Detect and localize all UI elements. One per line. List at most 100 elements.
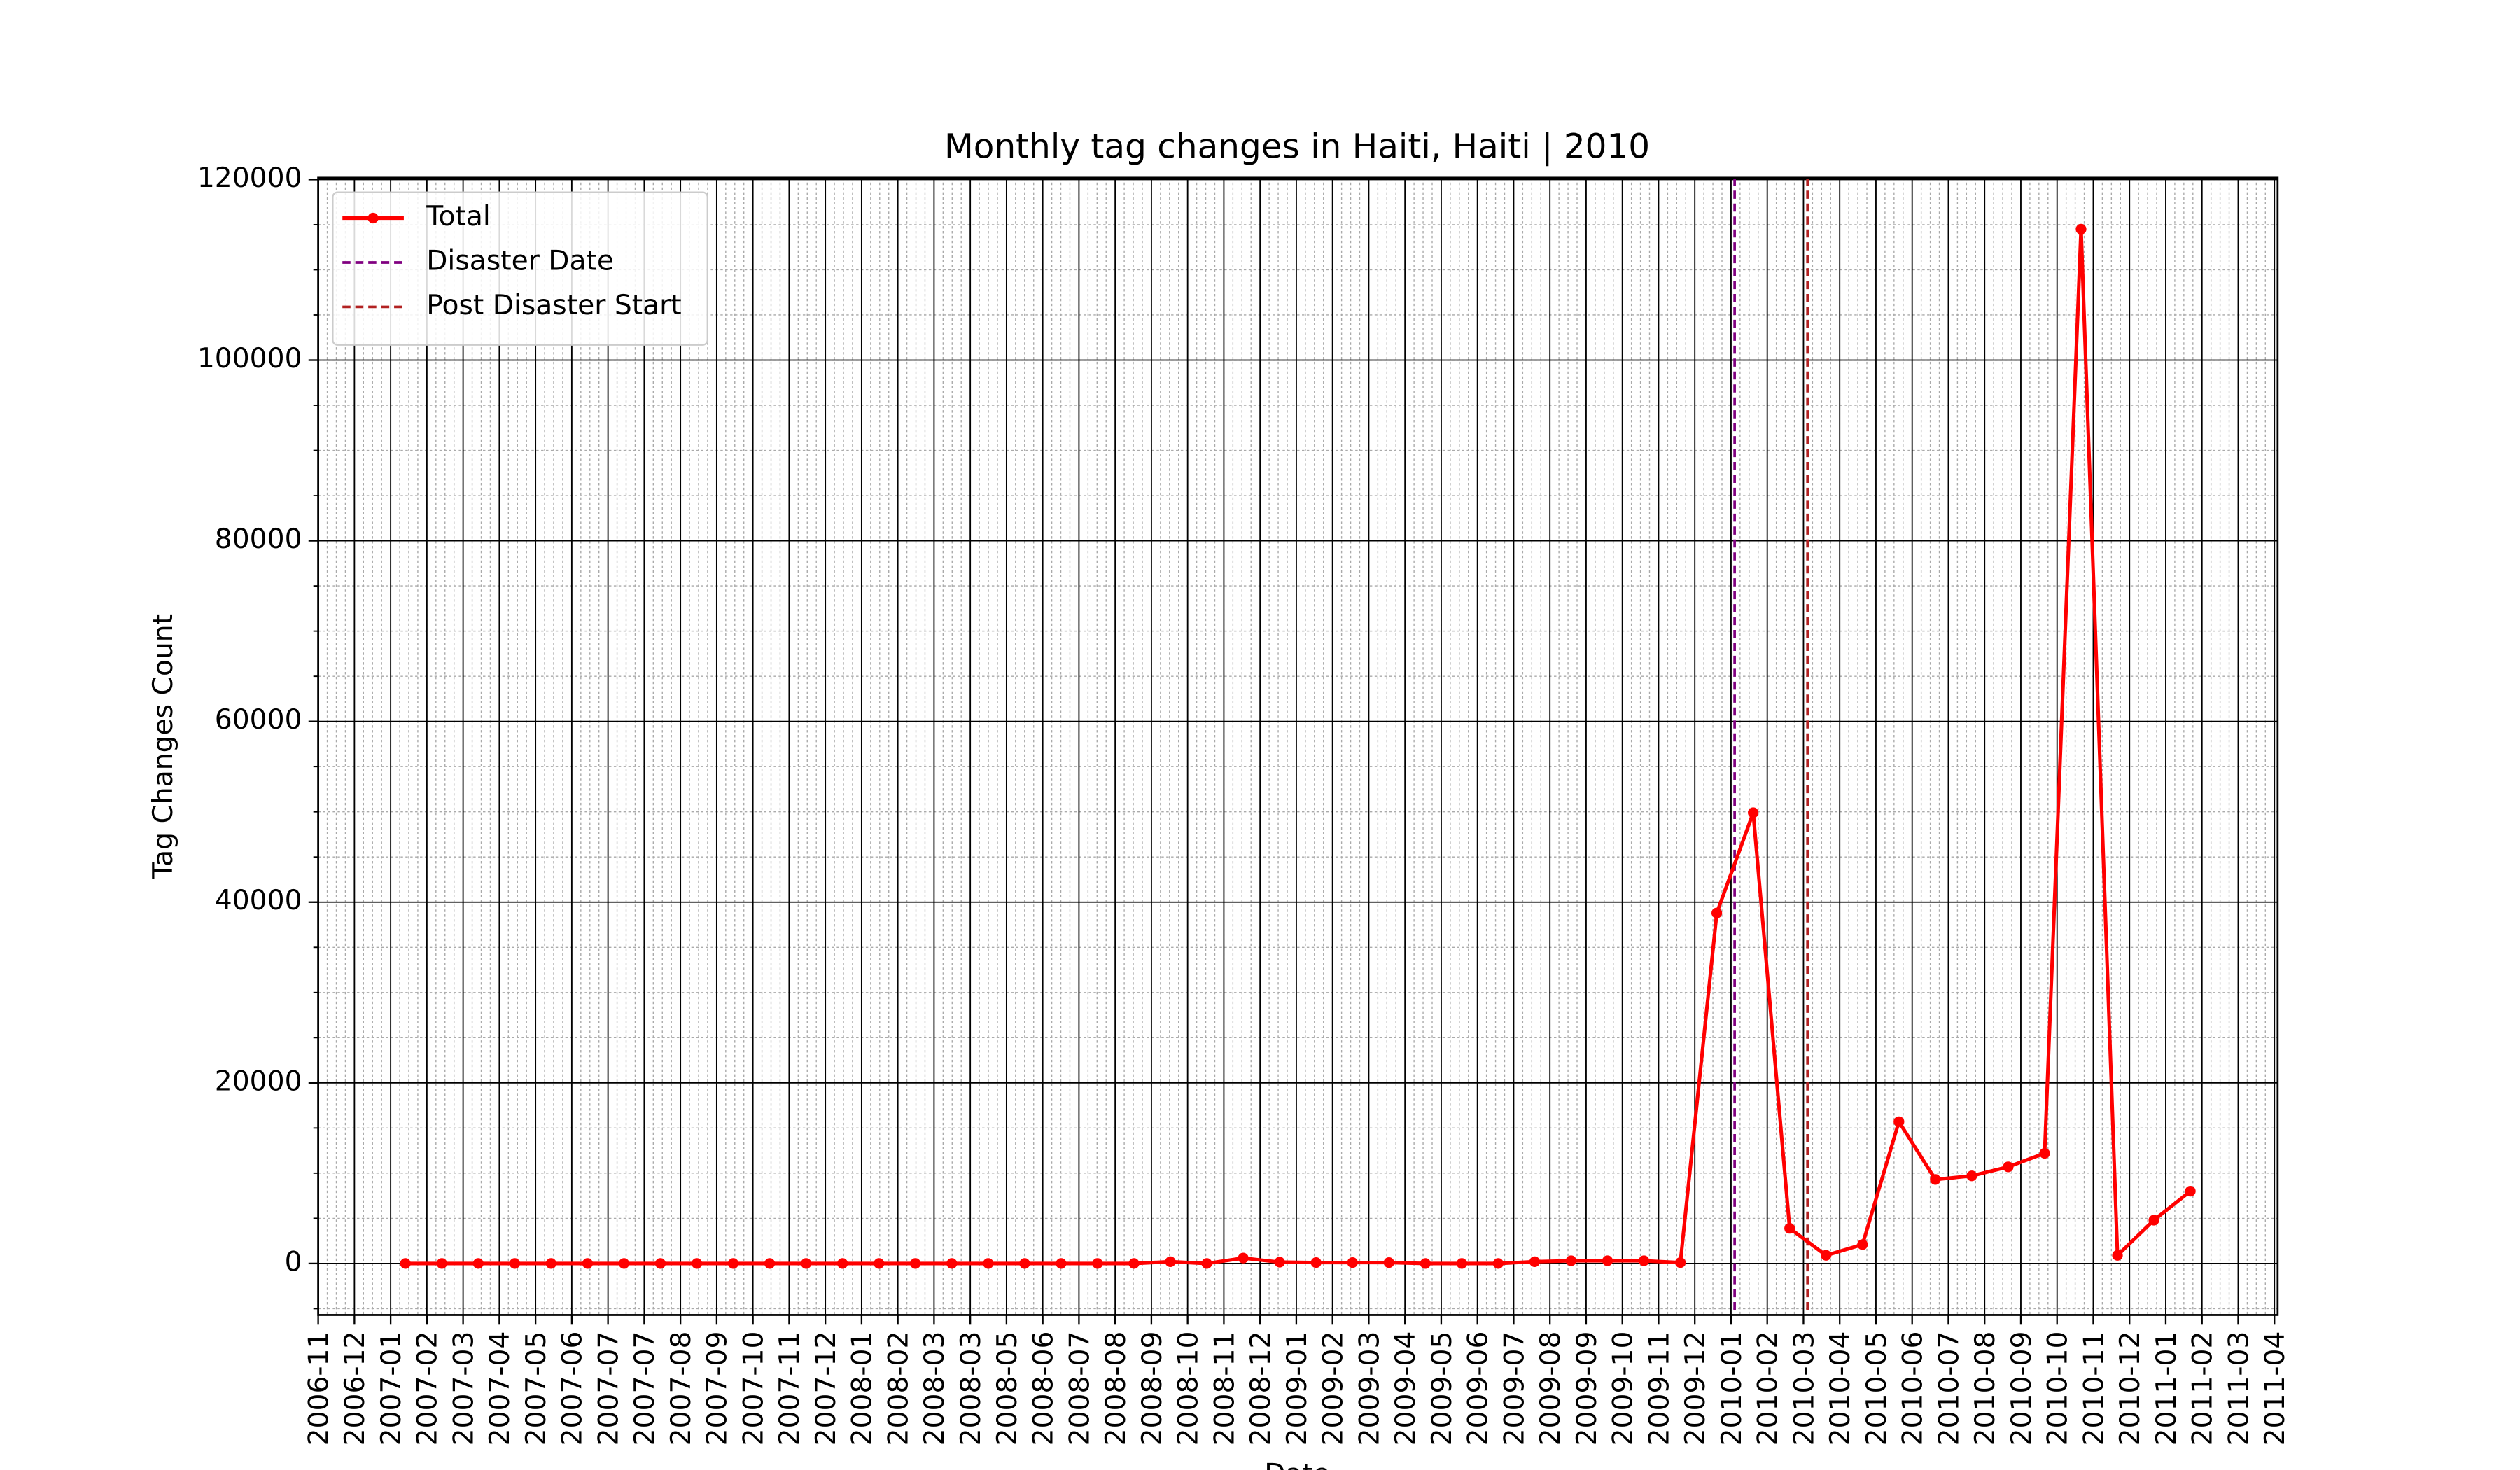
x-axis-label: Date (1264, 1458, 1330, 1470)
point (1347, 1257, 1358, 1268)
x-tick-label: 2010-07 (1933, 1331, 1965, 1446)
y-axis-label: Tag Changes Count (148, 614, 179, 879)
x-tick-label: 2009-06 (1463, 1331, 1494, 1446)
point (1529, 1256, 1541, 1267)
x-tick-label: 2007-07 (593, 1331, 624, 1446)
x-tick-label: 2010-04 (1825, 1331, 1856, 1446)
x-tick-label: 2007-04 (484, 1331, 516, 1446)
x-tick-label: 2010-05 (1861, 1331, 1893, 1446)
x-tick-label: 2007-06 (557, 1331, 589, 1446)
legend-marker (368, 212, 379, 224)
x-tick-label: 2009-12 (1680, 1331, 1712, 1446)
point (1857, 1239, 1868, 1250)
y-tick-label: 40000 (215, 885, 302, 916)
point (910, 1258, 921, 1269)
x-tick-label: 2007-09 (702, 1331, 734, 1446)
point (983, 1258, 994, 1269)
point (1492, 1258, 1504, 1269)
x-tick-label: 2011-03 (2223, 1331, 2255, 1446)
x-tick-label: 2008-10 (1173, 1331, 1205, 1446)
y-tick-label: 60000 (215, 704, 302, 736)
point (1092, 1258, 1103, 1269)
x-tick-label: 2007-03 (448, 1331, 479, 1446)
x-tick-label: 2008-08 (1100, 1331, 1132, 1446)
line (405, 229, 2192, 1266)
x-tick-label: 2011-04 (2260, 1331, 2291, 1446)
point (801, 1258, 812, 1269)
point (1602, 1255, 1614, 1266)
x-tick-label: 2009-11 (1644, 1331, 1675, 1446)
legend-label: Post Disaster Start (426, 290, 681, 321)
point (1565, 1255, 1577, 1266)
point (2003, 1161, 2014, 1172)
point (436, 1258, 447, 1269)
point (654, 1258, 666, 1269)
x-tick-label: 2008-01 (847, 1331, 878, 1446)
x-tick-label: 2007-08 (666, 1331, 697, 1446)
point (509, 1258, 520, 1269)
x-tick-label: 2009-08 (1535, 1331, 1567, 1446)
x-tick-label: 2009-01 (1282, 1331, 1313, 1446)
point (400, 1258, 411, 1269)
point (1784, 1222, 1795, 1234)
legend-box (332, 191, 708, 346)
point (837, 1258, 848, 1269)
x-tick-label: 2007-12 (811, 1331, 842, 1446)
x-tick-label: 2010-08 (1970, 1331, 2001, 1446)
point (582, 1258, 594, 1269)
x-tick-label: 2009-05 (1427, 1331, 1458, 1446)
y-tick-label: 80000 (215, 524, 302, 555)
point (618, 1258, 630, 1269)
x-tick-label: 2009-03 (1354, 1331, 1385, 1446)
x-tick-label: 2006-12 (340, 1331, 371, 1446)
x-tick-label: 2009-10 (1608, 1331, 1639, 1446)
y-tick-label: 100000 (197, 343, 302, 374)
x-tick-label: 2010-06 (1898, 1331, 1929, 1446)
point (1638, 1255, 1650, 1266)
x-tick-label: 2008-03 (919, 1331, 951, 1446)
x-tick-label: 2007-05 (521, 1331, 552, 1446)
x-tick-label: 2010-11 (2078, 1331, 2110, 1446)
x-tick-label: 2007-07 (629, 1331, 661, 1446)
point (946, 1258, 958, 1269)
x-tick-label: 2010-03 (1788, 1331, 1820, 1446)
point (727, 1258, 739, 1269)
x-tick-label: 2007-01 (376, 1331, 407, 1446)
point (1274, 1256, 1285, 1268)
x-tick-label: 2006-11 (303, 1331, 335, 1446)
point (1383, 1257, 1394, 1268)
y-tick-label: 20000 (215, 1065, 302, 1097)
point (1456, 1258, 1467, 1269)
x-tick-label: 2008-09 (1137, 1331, 1168, 1446)
point (1674, 1257, 1686, 1268)
point (2112, 1250, 2123, 1261)
x-tick-label: 2009-02 (1318, 1331, 1350, 1446)
x-tick-label: 2010-09 (2006, 1331, 2038, 1446)
x-tick-label: 2008-03 (955, 1331, 987, 1446)
y-tick-label: 0 (285, 1246, 302, 1278)
point (1128, 1258, 1140, 1269)
chart-title: Monthly tag changes in Haiti, Haiti | 20… (944, 127, 1650, 166)
point (691, 1258, 703, 1269)
x-tick-label: 2008-12 (1245, 1331, 1277, 1446)
point (1238, 1252, 1249, 1264)
x-tick-label: 2008-07 (1064, 1331, 1096, 1446)
point (1821, 1250, 1832, 1261)
point (2076, 223, 2087, 235)
point (1748, 807, 1759, 818)
x-tick-label: 2008-05 (992, 1331, 1023, 1446)
legend-label: Total (426, 201, 491, 232)
point (472, 1258, 484, 1269)
plot-frame (317, 176, 2279, 1316)
point (764, 1258, 776, 1269)
x-tick-label: 2009-07 (1499, 1331, 1530, 1446)
point (2185, 1186, 2196, 1197)
x-tick-label: 2010-01 (1716, 1331, 1748, 1446)
point (1056, 1258, 1067, 1269)
point (1712, 907, 1723, 918)
x-tick-label: 2008-11 (1209, 1331, 1240, 1446)
point (1966, 1170, 1977, 1182)
x-tick-label: 2009-09 (1572, 1331, 1603, 1446)
point (1165, 1256, 1176, 1267)
